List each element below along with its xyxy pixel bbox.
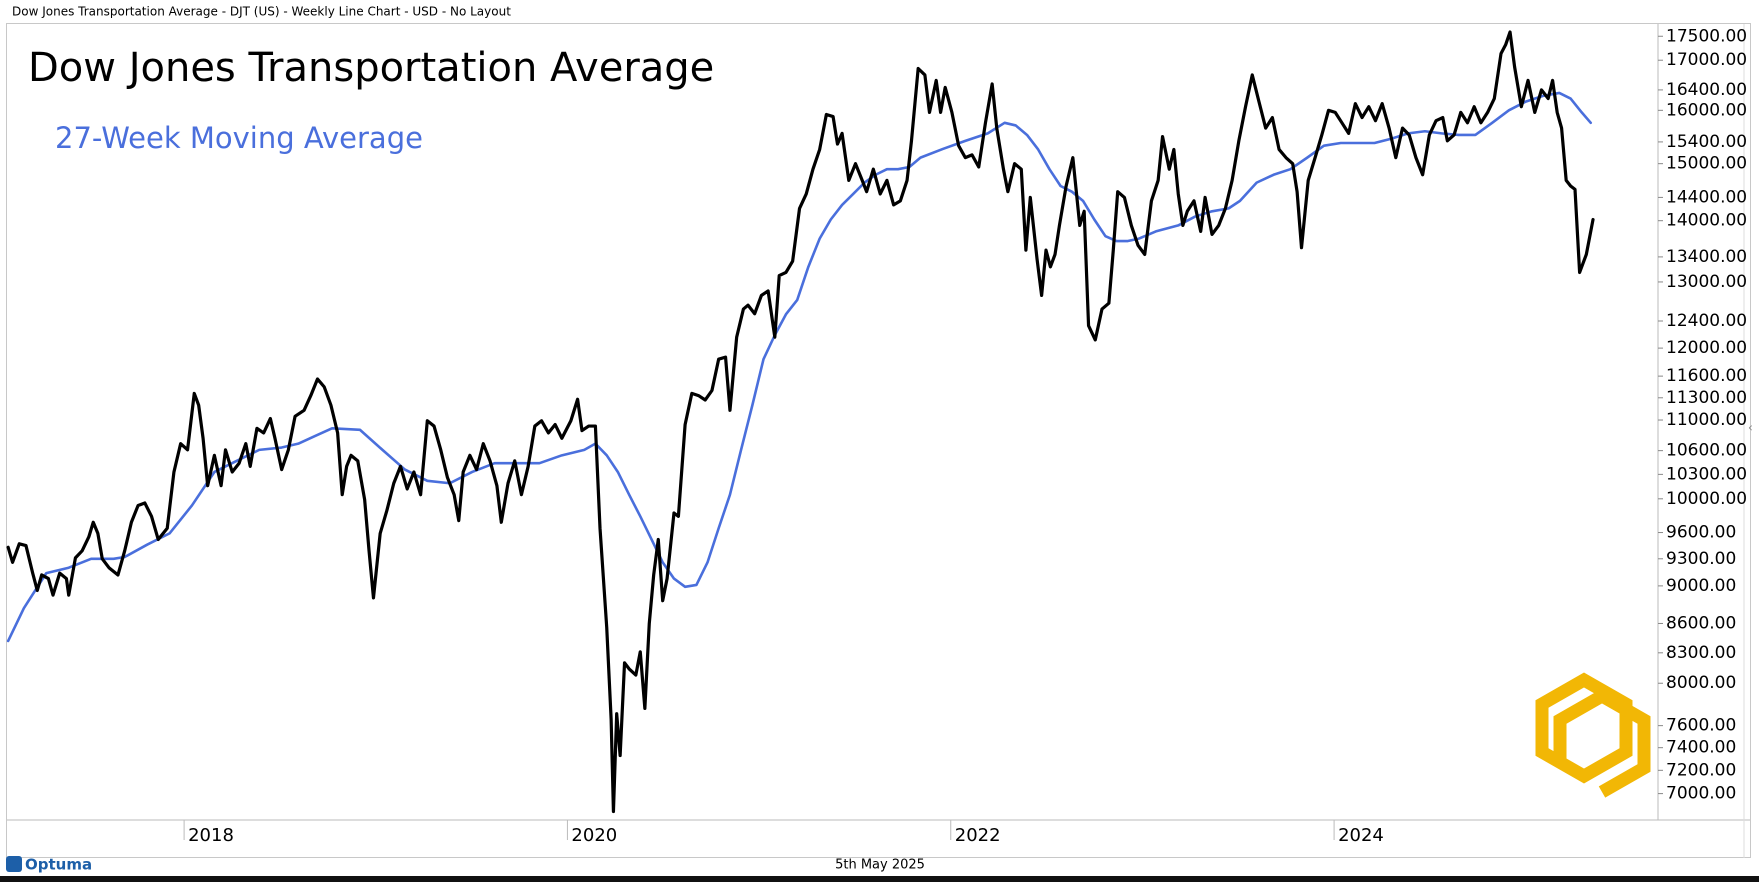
logo <box>1535 672 1651 798</box>
y-tick-label: 15000.00 <box>1666 154 1747 174</box>
series-line <box>6 30 1595 814</box>
y-tick-label: 7600.00 <box>1666 716 1736 736</box>
y-tick-label: 12000.00 <box>1666 338 1747 358</box>
y-tick-label: 10000.00 <box>1666 489 1747 509</box>
y-tick-label: 12400.00 <box>1666 311 1747 331</box>
y-tick-label: 14400.00 <box>1666 187 1747 207</box>
brand: Optuma <box>25 856 92 874</box>
y-tick-label: 13000.00 <box>1666 272 1747 292</box>
y-tick-label: 9000.00 <box>1666 576 1736 596</box>
footer-date: 5th May 2025 <box>835 858 925 873</box>
y-tick-label: 17000.00 <box>1666 50 1747 70</box>
y-tick-label: 7400.00 <box>1666 738 1736 758</box>
y-tick-label: 9300.00 <box>1666 549 1736 569</box>
y-tick-label: 8300.00 <box>1666 643 1736 663</box>
y-tick-label: 10600.00 <box>1666 441 1747 461</box>
frame <box>6 23 1751 858</box>
series-line <box>6 91 1593 643</box>
x-tick-label: 2024 <box>1338 825 1384 846</box>
x-tick-label: 2018 <box>188 825 234 846</box>
x-tick-label: 2022 <box>955 825 1001 846</box>
y-tick-label: 8000.00 <box>1666 673 1736 693</box>
scroll-arrow[interactable]: ‹ <box>1748 421 1753 435</box>
y-tick-label: 14000.00 <box>1666 211 1747 231</box>
y-tick-label: 7000.00 <box>1666 784 1736 804</box>
y-tick-label: 16400.00 <box>1666 80 1747 100</box>
y-tick-label: 15400.00 <box>1666 132 1747 152</box>
brand-icon <box>6 856 22 872</box>
y-tick-label: 8600.00 <box>1666 613 1736 633</box>
y-tick-label: 11600.00 <box>1666 366 1747 386</box>
y-tick-label: 7200.00 <box>1666 760 1736 780</box>
y-tick-label: 11300.00 <box>1666 388 1747 408</box>
footer-bar <box>0 876 1759 882</box>
header: Dow Jones Transportation Average - DJT (… <box>12 5 511 19</box>
legend-entry: 27-Week Moving Average <box>55 121 423 155</box>
y-tick-label: 10300.00 <box>1666 464 1747 484</box>
logo-hex <box>1553 688 1651 798</box>
y-tick-label: 17500.00 <box>1666 26 1747 46</box>
y-tick-label: 11000.00 <box>1666 410 1747 430</box>
y-tick-label: 9600.00 <box>1666 523 1736 543</box>
y-tick-label: 13400.00 <box>1666 247 1747 267</box>
y-tick-label: 16000.00 <box>1666 100 1747 120</box>
x-tick-label: 2020 <box>571 825 617 846</box>
chart-title: Dow Jones Transportation Average <box>28 45 714 91</box>
